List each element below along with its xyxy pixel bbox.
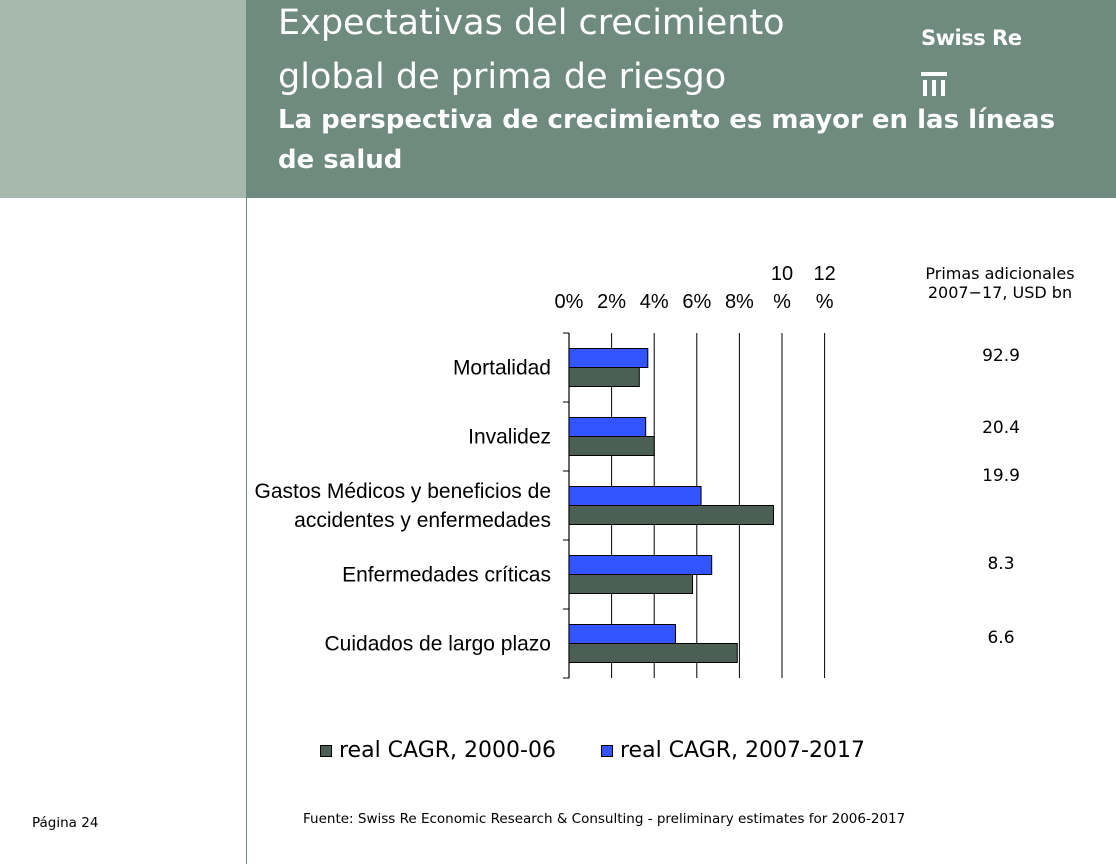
premium-value-cuidados-largo-plazo: 6.6 xyxy=(987,628,1015,648)
x-tick-label-0: 0% xyxy=(555,291,584,313)
page-number: Página 24 xyxy=(32,815,99,831)
x-tick-label-5-0: 10 xyxy=(771,263,793,285)
x-tick-label-3: 6% xyxy=(682,291,711,313)
x-tick-label-6-0: 12 xyxy=(813,263,835,285)
legend-swatch-2007-2017 xyxy=(601,744,613,757)
additional-premiums-header: Primas adicionales 2007−17, USD bn xyxy=(900,264,1100,302)
bar-2007-2017-1 xyxy=(568,417,647,437)
legend-item-2007-2017: real CAGR, 2007-2017 xyxy=(601,738,865,763)
x-tick-label-2: 4% xyxy=(640,291,669,313)
legend-label-2007-2017: real CAGR, 2007-2017 xyxy=(620,738,865,763)
bar-2007-2017-0 xyxy=(568,348,649,368)
category-label-0: Mortalidad xyxy=(453,357,551,380)
category-label-2-1: accidentes y enfermedades xyxy=(294,509,551,532)
bar-2000-06-1 xyxy=(568,436,655,456)
brand-name: Swiss Re xyxy=(921,26,1022,50)
source-note: Fuente: Swiss Re Economic Research & Con… xyxy=(303,811,906,827)
x-tick-label-6-1: % xyxy=(816,291,834,313)
bar-2000-06-3 xyxy=(568,574,694,594)
premium-value-mortalidad: 92.9 xyxy=(982,346,1020,366)
premium-value-enfermedades-criticas: 8.3 xyxy=(987,554,1015,574)
category-label-4: Cuidados de largo plazo xyxy=(325,633,552,656)
bar-2007-2017-4 xyxy=(568,624,676,644)
x-tick-label-1: 2% xyxy=(597,291,626,313)
left-color-band xyxy=(0,0,246,198)
x-tick-label-4: 8% xyxy=(725,291,754,313)
swiss-re-logo-icon xyxy=(921,72,947,96)
category-label-2-0: Gastos Médicos y beneficios de xyxy=(255,480,551,503)
bar-2007-2017-2 xyxy=(568,486,702,506)
legend-label-2000-06: real CAGR, 2000-06 xyxy=(339,738,556,763)
category-label-1: Invalidez xyxy=(468,426,551,449)
bar-2007-2017-3 xyxy=(568,555,713,575)
page-subtitle: La perspectiva de crecimiento es mayor e… xyxy=(278,105,1056,175)
additional-premiums-header-line2: 2007−17, USD bn xyxy=(927,283,1073,302)
left-divider-line xyxy=(246,198,247,864)
legend-swatch-2000-06 xyxy=(320,744,332,757)
bar-2000-06-0 xyxy=(568,367,640,387)
premium-value-invalidez: 20.4 xyxy=(982,418,1020,438)
header-banner xyxy=(246,0,1116,198)
additional-premiums-header-line1: Primas adicionales xyxy=(925,264,1075,283)
x-tick-label-5-1: % xyxy=(773,291,791,313)
legend-item-2000-06: real CAGR, 2000-06 xyxy=(320,738,556,763)
bar-2000-06-2 xyxy=(568,505,774,525)
bar-2000-06-4 xyxy=(568,643,738,663)
page-title: Expectativas del crecimiento global de p… xyxy=(278,3,785,97)
premium-value-gastos-medicos: 19.9 xyxy=(982,466,1020,486)
category-label-3: Enfermedades críticas xyxy=(342,564,551,587)
